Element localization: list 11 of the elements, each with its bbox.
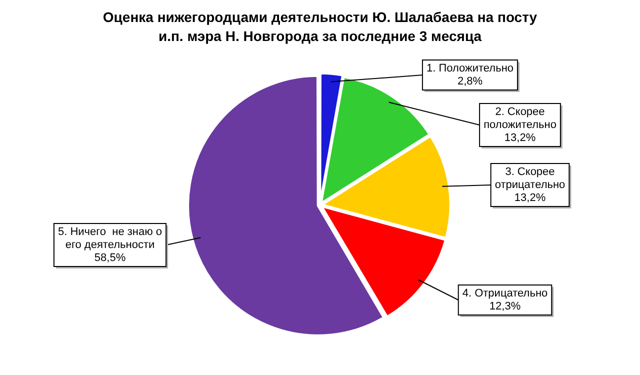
- data-label: 12,3%: [489, 300, 521, 313]
- slice-label: 2. Скорее положительно: [484, 106, 556, 132]
- slice-label: 4. Отрицательно: [462, 288, 548, 300]
- slice-label: 5. Ничего не знаю о его деятельности: [58, 226, 162, 252]
- data-label: 2,8%: [457, 76, 483, 88]
- data-label: 58,5%: [94, 252, 126, 264]
- slice-label: 1. Положительно: [426, 62, 514, 75]
- slice-label: 3. Скорее отрицательно: [494, 166, 566, 192]
- data-label: 13,2%: [514, 192, 546, 204]
- chart-title: Оценка нижегородцами деятельности Ю. Шалабаева на посту и.п. мэра Н. Новгорода за последние 3 месяца: [102, 8, 538, 46]
- data-label: 13,2%: [504, 132, 536, 144]
